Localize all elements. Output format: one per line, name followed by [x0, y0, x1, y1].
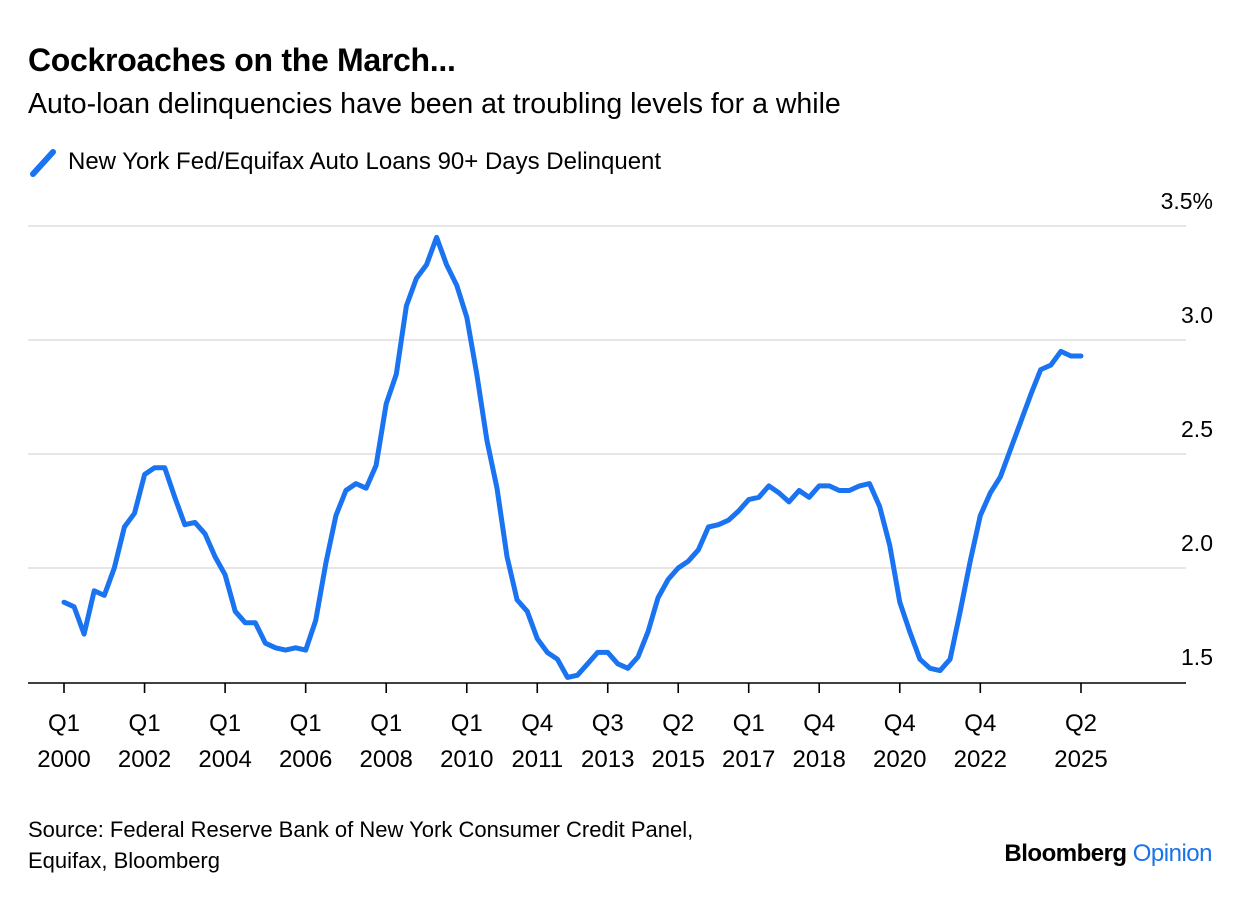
x-tick-label-quarter: Q1 — [209, 710, 241, 737]
x-tick-label-year: 2015 — [652, 746, 705, 773]
source-line-1: Source: Federal Reserve Bank of New York… — [28, 817, 694, 842]
x-tick-label-quarter: Q1 — [290, 710, 322, 737]
legend: New York Fed/Equifax Auto Loans 90+ Days… — [28, 147, 661, 177]
x-tick-label-year: 2000 — [37, 746, 90, 773]
brand-logo: Bloomberg Opinion — [1004, 840, 1212, 868]
x-tick-label-year: 2022 — [954, 746, 1007, 773]
x-tick-label-year: 2006 — [279, 746, 332, 773]
x-tick-label-year: 2013 — [581, 746, 634, 773]
x-tick-label-year: 2017 — [722, 746, 775, 773]
x-tick-label-year: 2011 — [511, 746, 563, 773]
x-tick-label-quarter: Q4 — [964, 710, 996, 737]
legend-label: New York Fed/Equifax Auto Loans 90+ Days… — [68, 148, 662, 175]
brand-suffix: Opinion — [1132, 840, 1213, 867]
x-tick-label-year: 2002 — [118, 746, 171, 773]
x-tick-label-quarter: Q1 — [733, 710, 765, 737]
y-tick-label: 2.5 — [1181, 416, 1213, 442]
chart-subtitle: Auto-loan delinquencies have been at tro… — [28, 88, 841, 120]
chart-title: Cockroaches on the March... — [28, 42, 456, 78]
x-tick-label-quarter: Q1 — [451, 710, 483, 737]
x-tick-label-year: 2020 — [873, 746, 926, 773]
legend-swatch-icon — [30, 149, 56, 177]
source-note: Source: Federal Reserve Bank of New York… — [28, 814, 693, 876]
source-line-2: Equifax, Bloomberg — [28, 848, 220, 873]
x-tick-label-quarter: Q1 — [48, 710, 80, 737]
x-tick-label-quarter: Q4 — [884, 710, 916, 737]
y-tick-label: 1.5 — [1181, 644, 1213, 670]
y-tick-label: 3.5% — [1161, 188, 1213, 214]
x-tick-label-year: 2004 — [198, 746, 251, 773]
x-tick-label-quarter: Q4 — [521, 710, 553, 737]
x-tick-label-year: 2008 — [360, 746, 413, 773]
y-tick-label: 3.0 — [1181, 302, 1213, 328]
x-tick-label-year: 2010 — [440, 746, 493, 773]
x-tick-label-year: 2025 — [1054, 746, 1107, 773]
x-tick-label-year: 2018 — [793, 746, 846, 773]
x-tick-label-quarter: Q1 — [370, 710, 402, 737]
brand-name: Bloomberg — [1004, 840, 1127, 867]
x-tick-label-quarter: Q2 — [1065, 710, 1097, 737]
x-tick-label-quarter: Q4 — [803, 710, 835, 737]
series-line — [61, 234, 1084, 680]
x-tick-label-quarter: Q1 — [129, 710, 161, 737]
y-tick-label: 2.0 — [1181, 530, 1213, 556]
x-tick-label-quarter: Q2 — [662, 710, 694, 737]
x-tick-label-quarter: Q3 — [592, 710, 624, 737]
line-chart: 3.5% 3.0 2.5 2.0 1.5 Q1 2000 Q1 2002 Q1 2004 Q1 2006… — [28, 188, 1213, 773]
